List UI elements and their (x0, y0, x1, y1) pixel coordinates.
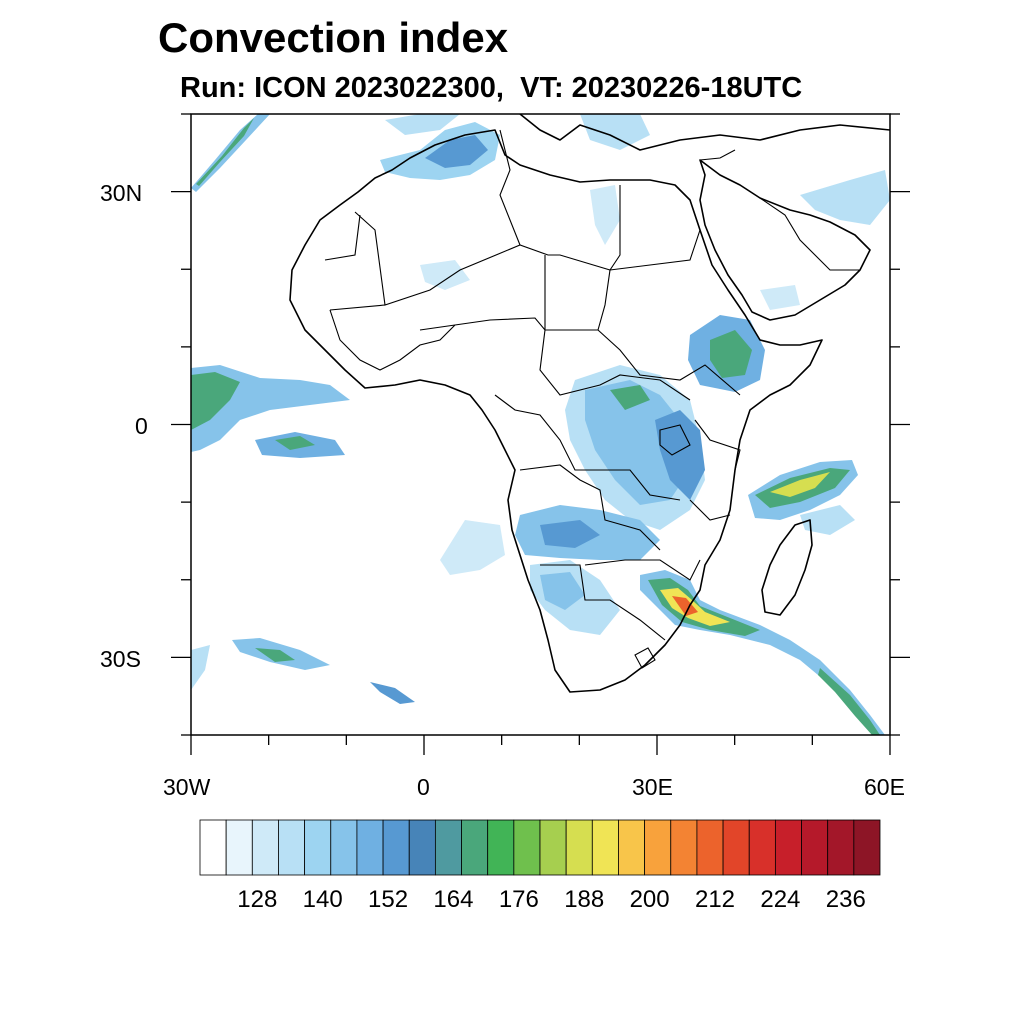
x-tick-label-30e: 30E (632, 774, 673, 800)
colorbar-swatch (565, 819, 593, 876)
cloud-mozambique-tail (818, 668, 880, 735)
convection-field (191, 114, 890, 735)
colorbar-label: 128 (237, 886, 278, 913)
cloud-gulf-guinea-south (440, 520, 505, 575)
colorbar-label: 152 (368, 886, 409, 913)
cloud-arabia (760, 285, 800, 310)
border-sahel-2 (539, 255, 691, 401)
colorbar-swatch (774, 819, 802, 876)
cloud-congo-core (610, 385, 650, 410)
border-east (689, 419, 741, 521)
x-tick-label-30w: 30W (163, 774, 211, 800)
cloud-indian-ocean-high (770, 472, 830, 497)
border-north-2 (499, 129, 521, 246)
colorbar-swatch (644, 819, 672, 876)
cloud-indian-ocean-south (800, 505, 855, 535)
cloud-north-africa-core (425, 135, 488, 168)
chart-title: Convection index (158, 14, 509, 61)
colorbar-swatch (278, 819, 306, 876)
cloud-south-atlantic-2 (370, 682, 415, 704)
y-tick-label-0: 0 (135, 413, 148, 439)
colorbar-swatch (591, 819, 619, 876)
border-congo (519, 464, 661, 551)
cloud-lake-victoria (655, 410, 705, 500)
colorbar-swatch (304, 819, 332, 876)
colorbar-swatch (434, 819, 462, 876)
cloud-band-northwest-core (196, 118, 254, 186)
cloud-mediterranean (385, 114, 460, 135)
border-lake-victoria (659, 424, 691, 456)
cloud-aegean (580, 114, 650, 150)
border-sudan (597, 229, 741, 396)
cloud-central-africa-mid (585, 380, 690, 505)
colorbar-swatch (251, 819, 279, 876)
colorbar-swatch (748, 819, 776, 876)
colorbar-swatch (722, 819, 750, 876)
colorbar-swatch (853, 819, 881, 876)
colorbar-label: 212 (694, 886, 736, 913)
colorbar-label: 164 (433, 886, 474, 913)
madagascar-coastline (761, 519, 813, 616)
colorbar (199, 819, 881, 876)
arabia-coastline (699, 159, 871, 321)
colorbar-swatch (356, 819, 384, 876)
cloud-namibia-mid (540, 572, 585, 610)
cloud-angola-core (540, 520, 600, 548)
cloud-atlantic-south-core (275, 436, 315, 450)
colorbar-swatch (539, 819, 567, 876)
colorbar-swatch (487, 819, 515, 876)
colorbar-label: 176 (498, 886, 539, 913)
border-central (494, 394, 681, 501)
africa-coastline (289, 129, 823, 693)
cloud-west-sahara (420, 260, 470, 290)
colorbar-swatch (670, 819, 698, 876)
colorbar-swatch (382, 819, 410, 876)
colorbar-swatch (801, 819, 829, 876)
colorbar-label: 236 (825, 886, 866, 913)
border-arabia (699, 149, 860, 271)
colorbar-swatch (827, 819, 855, 876)
x-tick-label-0: 0 (417, 774, 430, 800)
cloud-gulf (800, 170, 890, 225)
coastlines (289, 114, 890, 693)
border-north-1 (354, 185, 621, 306)
border-west (329, 309, 456, 371)
border-sahel (324, 214, 611, 331)
colorbar-swatch (330, 819, 358, 876)
border-south (540, 559, 701, 641)
cloud-southwest-edge (191, 645, 210, 690)
colorbar-swatch (225, 819, 253, 876)
colorbar-label: 140 (302, 886, 343, 913)
y-tick-label-30n: 30N (100, 180, 143, 206)
country-borders (324, 129, 860, 669)
cloud-central-sahara (590, 185, 620, 245)
axis-ticks (171, 113, 910, 755)
colorbar-swatch (199, 819, 227, 876)
x-tick-label-60e: 60E (864, 774, 905, 800)
colorbar-swatch (618, 819, 646, 876)
cloud-atlantic-equatorial-core (191, 372, 240, 430)
colorbar-label: 200 (629, 886, 670, 913)
colorbar-label: 188 (564, 886, 605, 913)
y-tick-label-30s: 30S (100, 646, 141, 672)
colorbar-label: 224 (760, 886, 801, 913)
colorbar-swatch (696, 819, 724, 876)
colorbar-swatch (461, 819, 489, 876)
cloud-south-atlantic-1-core (255, 648, 295, 662)
colorbar-swatch (513, 819, 541, 876)
border-lesotho (634, 647, 656, 669)
cloud-ethiopia-core (710, 330, 752, 378)
cloud-mozambique-peak (672, 596, 698, 616)
colorbar-swatch (408, 819, 436, 876)
europe-coastline (519, 114, 890, 151)
chart-subtitle: Run: ICON 2023022300, VT: 20230226-18UTC (180, 72, 803, 104)
